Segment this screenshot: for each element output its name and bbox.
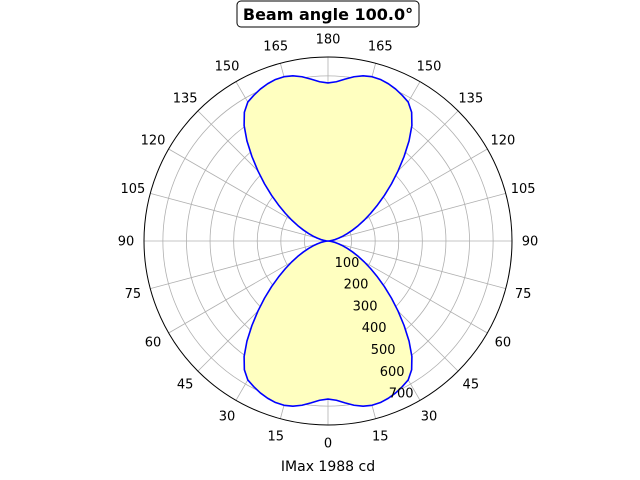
angular-tick-label: 120 xyxy=(491,134,516,149)
intensity-curve xyxy=(243,74,413,408)
polar-plot-area: 0 15 30 45 60 75 90 105 120 135 150 165 180 165 150 135… xyxy=(118,33,539,452)
angular-tick-label: 150 xyxy=(417,60,442,75)
angular-grid-line xyxy=(327,192,506,242)
angular-tick-label: 120 xyxy=(141,134,166,149)
chart-title-box: Beam angle 100.0° xyxy=(236,0,420,28)
angular-tick-label: 180 xyxy=(316,33,341,48)
polar-frame xyxy=(143,56,513,426)
angular-tick-label: 45 xyxy=(463,377,480,392)
angular-tick-label: 165 xyxy=(368,39,393,54)
radial-tick-label: 500 xyxy=(371,343,396,358)
chart-title: Beam angle 100.0° xyxy=(243,5,413,24)
angular-grid-line xyxy=(327,240,506,290)
angular-tick-label: 30 xyxy=(219,409,236,424)
angular-tick-label: 150 xyxy=(215,60,240,75)
angular-tick-label: 15 xyxy=(372,430,389,445)
title-frame xyxy=(236,0,420,28)
angular-tick-label: 60 xyxy=(495,336,512,351)
radial-tick-label: 600 xyxy=(380,365,405,380)
angular-tick-label: 90 xyxy=(522,235,539,250)
angular-tick-label: 105 xyxy=(511,182,536,197)
angular-tick-label: 45 xyxy=(177,377,194,392)
angular-tick-label: 75 xyxy=(515,287,532,302)
angular-tick-label: 105 xyxy=(120,182,145,197)
angular-tick-label: 135 xyxy=(173,92,198,107)
intensity-fill-area xyxy=(244,75,412,407)
angular-tick-label: 30 xyxy=(421,409,438,424)
radial-tick-label: 400 xyxy=(362,321,387,336)
angular-tick-label: 75 xyxy=(125,287,142,302)
angular-grid-line xyxy=(150,240,329,290)
radial-tick-label: 100 xyxy=(335,256,360,271)
x-axis-label: IMax 1988 cd xyxy=(281,459,375,475)
angular-tick-label: 90 xyxy=(118,235,135,250)
angular-tick-label: 135 xyxy=(458,92,483,107)
angular-tick-label: 60 xyxy=(145,336,162,351)
angular-grid-line xyxy=(150,192,329,242)
radial-tick-label: 300 xyxy=(353,299,378,314)
angular-tick-label: 165 xyxy=(263,39,288,54)
radial-tick-label: 700 xyxy=(389,387,414,402)
angular-tick-label: 0 xyxy=(324,437,332,452)
angular-tick-label: 15 xyxy=(267,430,284,445)
radial-grid-circle xyxy=(162,75,494,407)
radial-tick-label: 200 xyxy=(344,278,369,293)
